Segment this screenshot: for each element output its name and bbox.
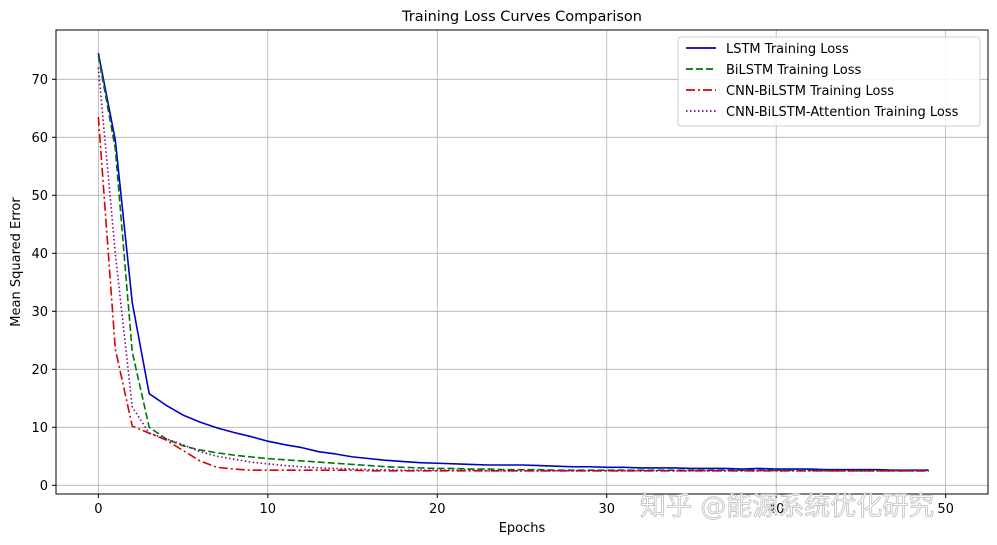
legend-label-3: CNN-BiLSTM Training Loss <box>726 84 894 99</box>
series-line-2 <box>97 55 929 472</box>
x-tick-label: 50 <box>937 502 954 517</box>
y-tick-label: 10 <box>31 421 48 436</box>
watermark-text: 知乎 @能源系统优化研究 <box>640 492 934 522</box>
y-tick-label: 70 <box>31 73 48 88</box>
axis-ticks: 0 10 20 30 40 50 0 10 20 30 40 50 60 70 <box>31 73 953 517</box>
y-tick-label: 30 <box>31 305 48 320</box>
legend-label-4: CNN-BiLSTM-Attention Training Loss <box>726 105 959 120</box>
y-tick-label: 40 <box>31 247 48 262</box>
y-tick-label: 0 <box>40 479 48 494</box>
legend-label-2: BiLSTM Training Loss <box>726 63 861 78</box>
y-tick-label: 60 <box>31 131 48 146</box>
x-tick-label: 10 <box>260 502 277 517</box>
legend: LSTM Training Loss BiLSTM Training Loss CN… <box>677 36 981 127</box>
plot-frame <box>55 29 989 495</box>
x-axis-label: Epochs <box>499 521 546 536</box>
x-tick-label: 30 <box>598 502 615 517</box>
legend-items: LSTM Training Loss BiLSTM Training Loss CN… <box>686 42 959 120</box>
chart-title: Training Loss Curves Comparison <box>401 9 642 25</box>
y-tick-label: 20 <box>31 363 48 378</box>
y-tick-label: 50 <box>31 189 48 204</box>
legend-label-1: LSTM Training Loss <box>726 42 849 57</box>
series-line-4 <box>97 67 929 472</box>
series-line-3 <box>97 116 929 472</box>
x-tick-label: 0 <box>94 502 102 517</box>
x-tick-label: 40 <box>768 502 785 517</box>
y-axis-label: Mean Squared Error <box>9 197 24 327</box>
x-tick-label: 20 <box>429 502 446 517</box>
series-line-1 <box>97 53 929 472</box>
legend-box <box>677 36 981 127</box>
series-lines <box>97 53 929 472</box>
